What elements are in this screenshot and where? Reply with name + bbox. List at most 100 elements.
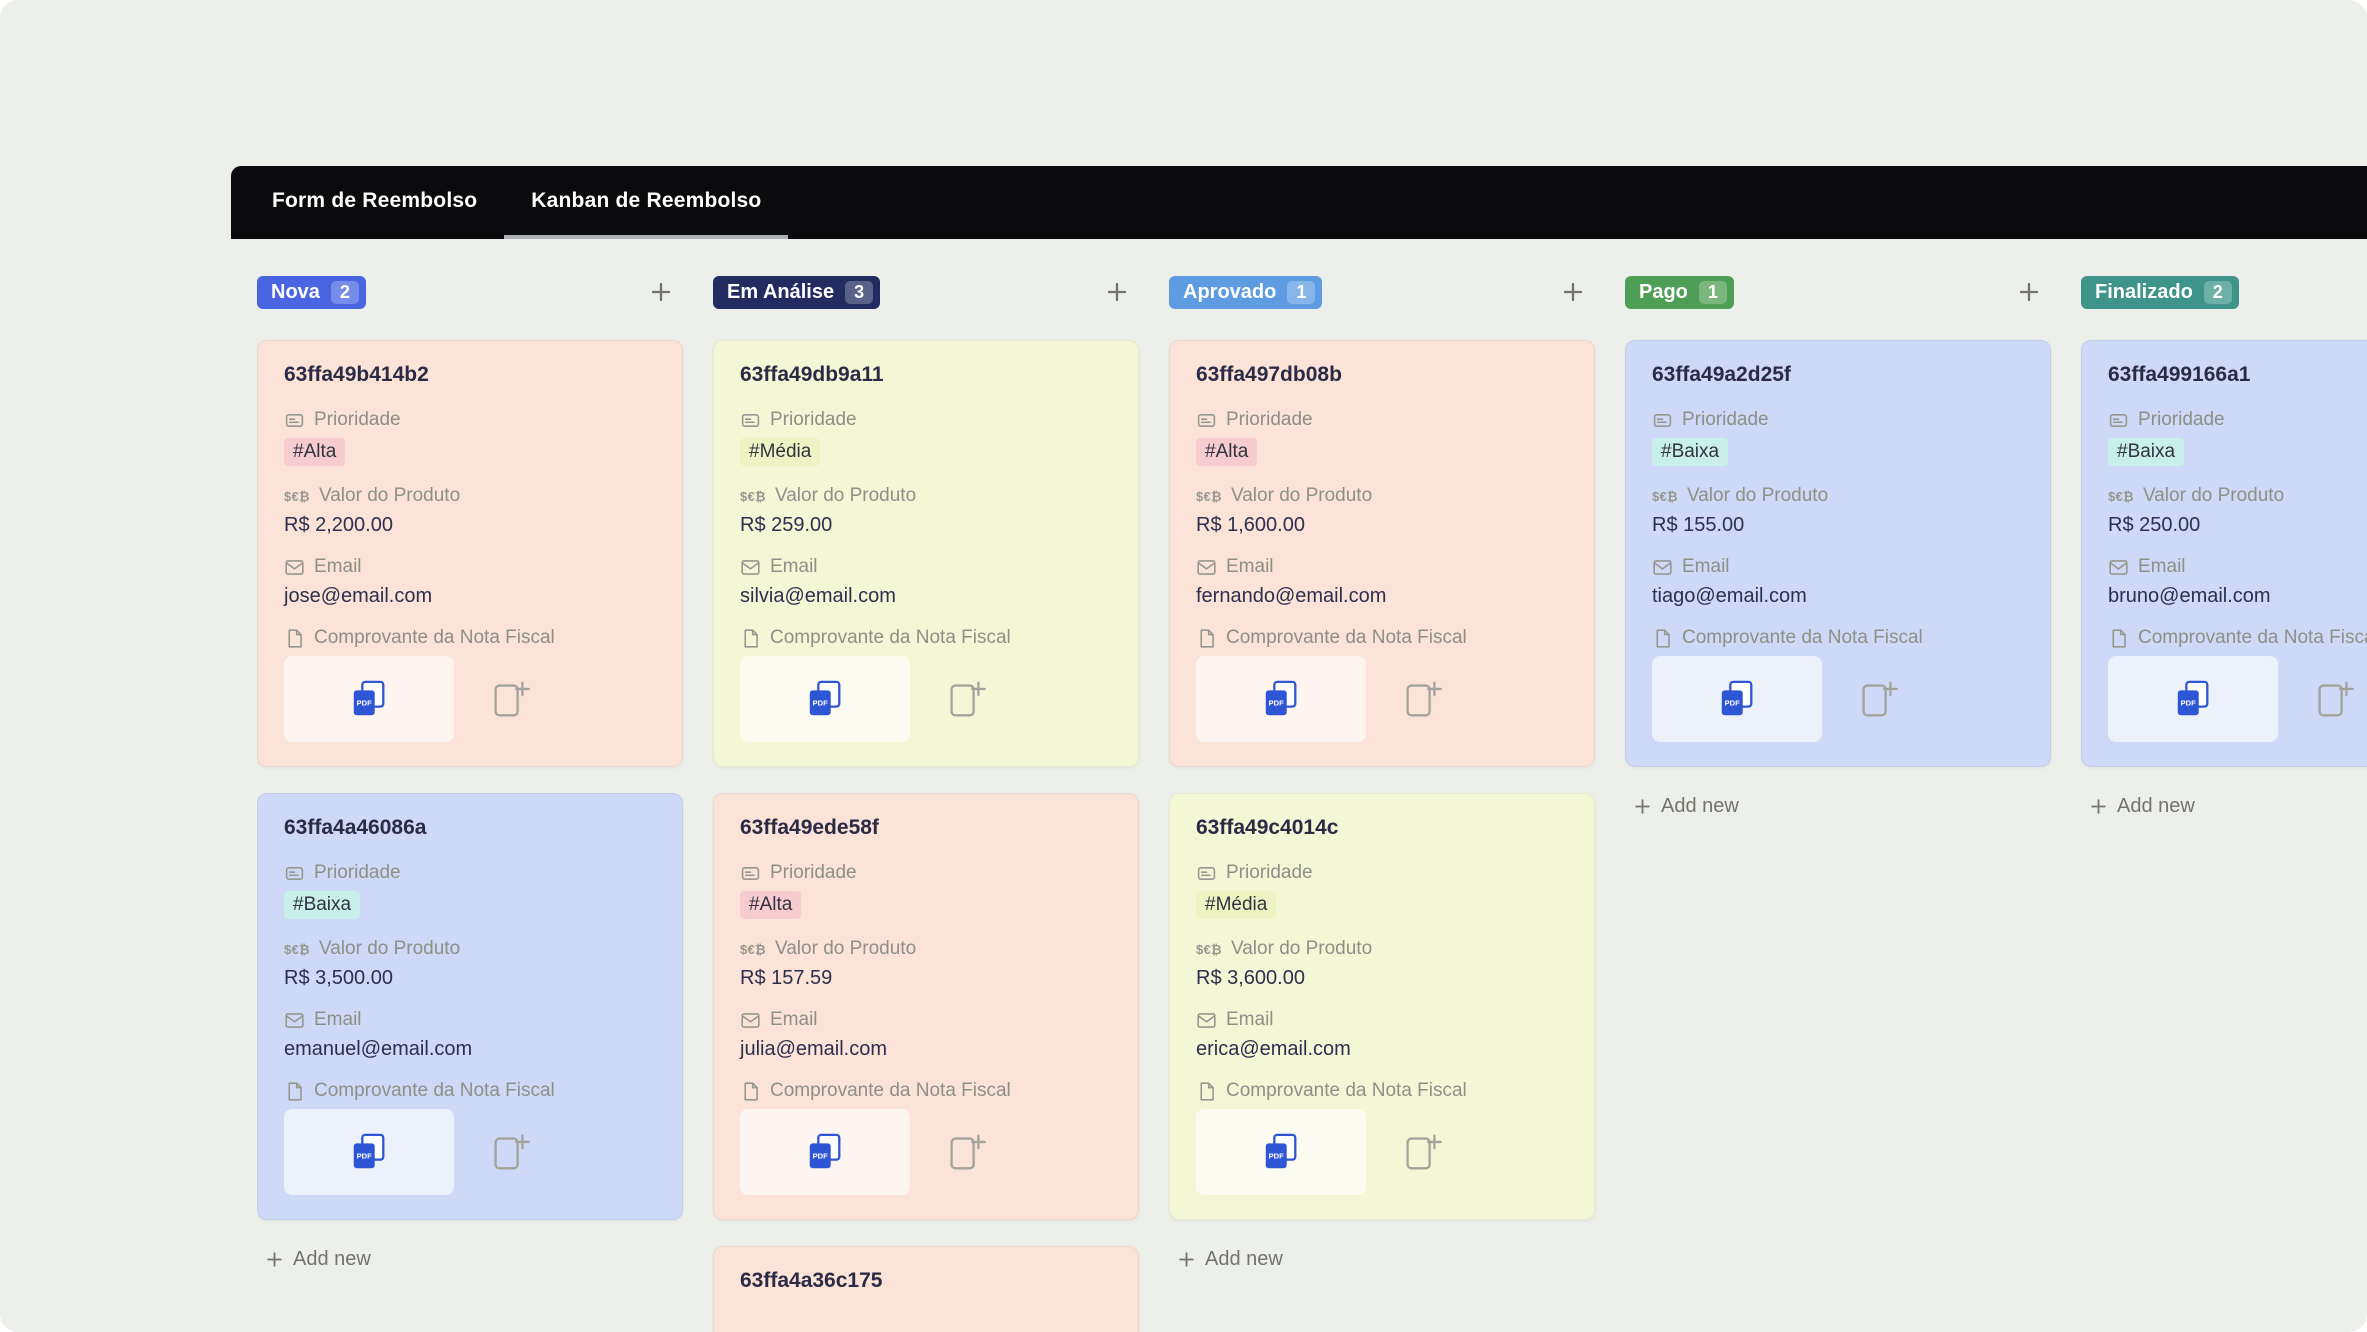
attachment-thumbnail[interactable] bbox=[2108, 656, 2278, 742]
attachment-thumbnail[interactable] bbox=[1196, 1109, 1366, 1195]
attachments-row bbox=[2108, 656, 2367, 742]
priority-icon bbox=[284, 410, 305, 431]
value-field-label: $€₿ Valor do Produto bbox=[1196, 485, 1568, 507]
attachment-thumbnail[interactable] bbox=[740, 656, 910, 742]
kanban-card[interactable]: 63ffa49ede58f Prioridade #Alta $€₿ Valor… bbox=[713, 793, 1139, 1220]
add-file-icon bbox=[486, 1129, 532, 1175]
priority-value: #Média bbox=[740, 438, 821, 466]
field-label-text: Email bbox=[314, 556, 362, 577]
add-attachment-button[interactable] bbox=[1396, 1127, 1446, 1177]
add-card-button[interactable] bbox=[643, 274, 679, 310]
value-field-label: $€₿ Valor do Produto bbox=[1196, 938, 1568, 960]
field-label-text: Comprovante da Nota Fiscal bbox=[314, 627, 555, 648]
top-navbar: Form de Reembolso Kanban de Reembolso bbox=[231, 166, 2367, 239]
add-file-icon bbox=[1398, 1129, 1444, 1175]
add-attachment-button[interactable] bbox=[1396, 674, 1446, 724]
add-attachment-button[interactable] bbox=[2308, 674, 2358, 724]
attachment-thumbnail[interactable] bbox=[740, 1109, 910, 1195]
add-new-button[interactable]: Add new bbox=[1169, 1248, 1283, 1271]
add-attachment-button[interactable] bbox=[940, 1127, 990, 1177]
add-card-button[interactable] bbox=[1555, 274, 1591, 310]
priority-icon bbox=[1196, 410, 1217, 431]
currency-icon: $€₿ bbox=[2108, 488, 2134, 504]
email-icon bbox=[2108, 557, 2129, 578]
card-id: 63ffa49db9a11 bbox=[740, 363, 884, 386]
field-label-text: Valor do Produto bbox=[2142, 485, 2285, 506]
attachments-row bbox=[1196, 656, 1568, 742]
attachment-thumbnail[interactable] bbox=[284, 1109, 454, 1195]
email-icon bbox=[284, 1010, 305, 1031]
priority-icon bbox=[740, 410, 761, 431]
add-file-icon bbox=[942, 1129, 988, 1175]
document-icon bbox=[284, 628, 305, 649]
card-list: 63ffa49a2d25f Prioridade #Baixa $€₿ Valo… bbox=[1625, 340, 2051, 767]
add-attachment-button[interactable] bbox=[940, 674, 990, 724]
tab-form-de-reembolso[interactable]: Form de Reembolso bbox=[245, 166, 504, 239]
add-new-label: Add new bbox=[1661, 795, 1739, 817]
email-value: tiago@email.com bbox=[1652, 585, 1807, 607]
email-value: silvia@email.com bbox=[740, 585, 896, 607]
kanban-card[interactable]: 63ffa49c4014c Prioridade #Média $€₿ Valo… bbox=[1169, 793, 1595, 1220]
add-card-button[interactable] bbox=[1099, 274, 1135, 310]
add-new-button[interactable]: Add new bbox=[2081, 795, 2195, 818]
email-value: emanuel@email.com bbox=[284, 1038, 473, 1060]
column-title: Finalizado bbox=[2095, 280, 2193, 303]
priority-field-label: Prioridade bbox=[1652, 409, 2024, 431]
document-icon bbox=[2108, 628, 2129, 649]
add-attachment-button[interactable] bbox=[484, 674, 534, 724]
field-label-text: Valor do Produto bbox=[1230, 485, 1373, 506]
email-field-label: Email bbox=[284, 1009, 656, 1031]
kanban-card[interactable]: 63ffa4a36c175 bbox=[713, 1246, 1139, 1332]
pdf-file-icon bbox=[1258, 1132, 1304, 1172]
priority-value: #Baixa bbox=[2108, 438, 2185, 466]
field-label-text: Valor do Produto bbox=[774, 938, 917, 959]
field-label-text: Email bbox=[314, 1009, 362, 1030]
add-attachment-button[interactable] bbox=[1852, 674, 1902, 724]
pdf-file-icon bbox=[2170, 679, 2216, 719]
attachments-row bbox=[1196, 1109, 1568, 1195]
kanban-card[interactable]: 63ffa49db9a11 Prioridade #Média $€₿ Valo… bbox=[713, 340, 1139, 767]
column-count-badge: 2 bbox=[2203, 280, 2232, 304]
email-field-label: Email bbox=[1196, 556, 1568, 578]
add-file-icon bbox=[2310, 676, 2356, 722]
attachment-thumbnail[interactable] bbox=[1196, 656, 1366, 742]
tab-kanban-de-reembolso[interactable]: Kanban de Reembolso bbox=[504, 166, 789, 239]
add-new-button[interactable]: Add new bbox=[1625, 795, 1739, 818]
add-attachment-button[interactable] bbox=[484, 1127, 534, 1177]
field-label-text: Prioridade bbox=[1226, 862, 1313, 883]
field-label-text: Prioridade bbox=[770, 862, 857, 883]
email-icon bbox=[1196, 1010, 1217, 1031]
kanban-card[interactable]: 63ffa497db08b Prioridade #Alta $€₿ Valor… bbox=[1169, 340, 1595, 767]
plus-icon bbox=[1633, 797, 1652, 816]
product-value: R$ 259.00 bbox=[740, 514, 833, 536]
add-new-label: Add new bbox=[293, 1248, 371, 1270]
currency-icon: $€₿ bbox=[740, 488, 766, 504]
document-icon bbox=[284, 1081, 305, 1102]
plus-icon bbox=[2017, 280, 2041, 304]
card-id: 63ffa497db08b bbox=[1196, 363, 1342, 386]
plus-icon bbox=[265, 1250, 284, 1269]
attachment-thumbnail[interactable] bbox=[284, 656, 454, 742]
card-list: 63ffa497db08b Prioridade #Alta $€₿ Valor… bbox=[1169, 340, 1595, 1220]
product-value: R$ 155.00 bbox=[1652, 514, 1745, 536]
tab-label: Kanban de Reembolso bbox=[531, 188, 762, 212]
document-icon bbox=[1652, 628, 1673, 649]
kanban-column-aprovado: Aprovado 1 63ffa497db08b Prioridade #Alt… bbox=[1169, 274, 1595, 1332]
card-list: 63ffa49b414b2 Prioridade #Alta $€₿ Valor… bbox=[257, 340, 683, 1220]
priority-icon bbox=[284, 863, 305, 884]
kanban-card[interactable]: 63ffa49a2d25f Prioridade #Baixa $€₿ Valo… bbox=[1625, 340, 2051, 767]
value-field-label: $€₿ Valor do Produto bbox=[1652, 485, 2024, 507]
plus-icon bbox=[2089, 797, 2108, 816]
email-icon bbox=[740, 557, 761, 578]
kanban-card[interactable]: 63ffa49b414b2 Prioridade #Alta $€₿ Valor… bbox=[257, 340, 683, 767]
kanban-card[interactable]: 63ffa499166a1 Prioridade #Baixa $€₿ Valo… bbox=[2081, 340, 2367, 767]
add-card-button[interactable] bbox=[2011, 274, 2047, 310]
priority-value: #Baixa bbox=[284, 891, 361, 919]
add-new-label: Add new bbox=[2117, 795, 2195, 817]
add-new-button[interactable]: Add new bbox=[257, 1248, 371, 1271]
kanban-card[interactable]: 63ffa4a46086a Prioridade #Baixa $€₿ Valo… bbox=[257, 793, 683, 1220]
attachment-thumbnail[interactable] bbox=[1652, 656, 1822, 742]
receipt-field-label: Comprovante da Nota Fiscal bbox=[2108, 627, 2367, 649]
attachments-row bbox=[740, 656, 1112, 742]
